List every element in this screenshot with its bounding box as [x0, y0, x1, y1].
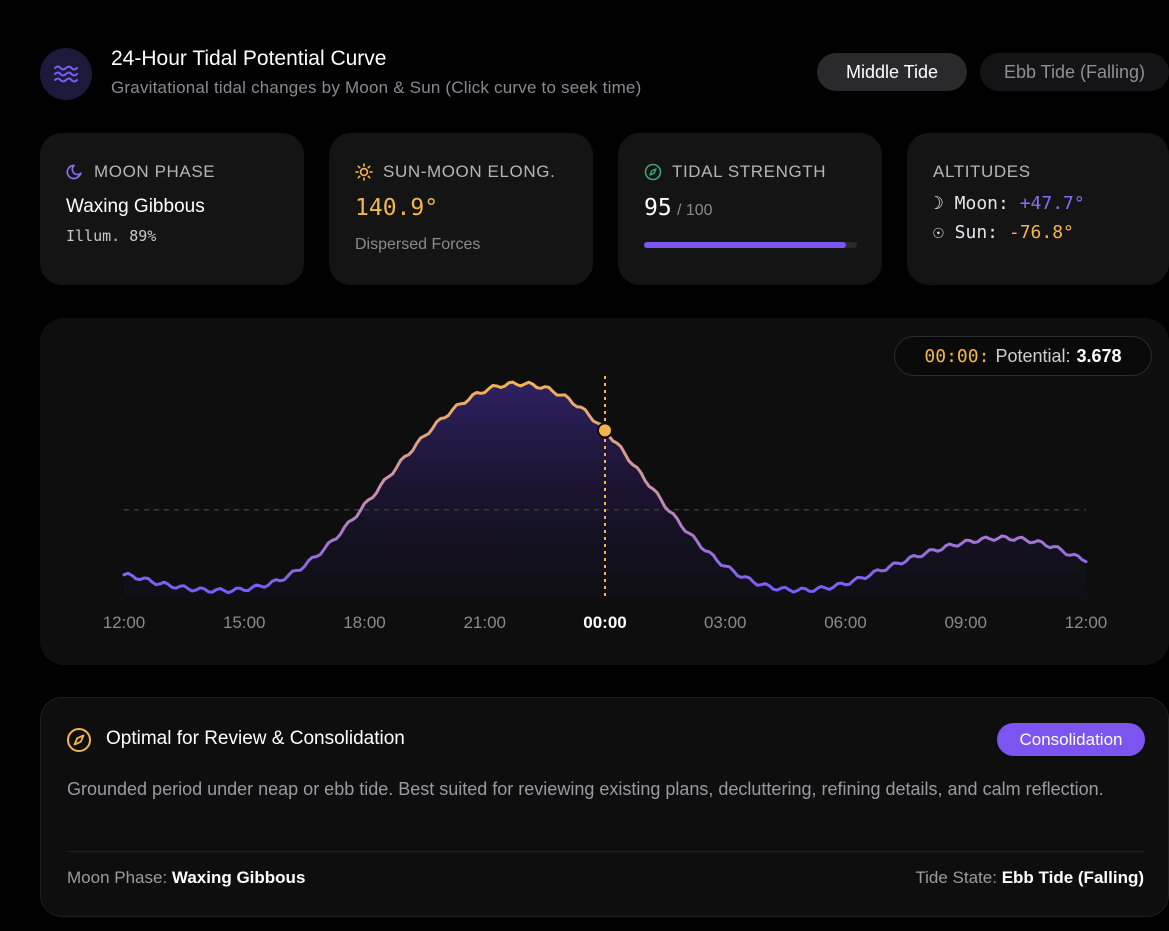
- moon-altitude-label: ☽ Moon:: [933, 193, 1009, 214]
- x-tick-label: 15:00: [223, 613, 266, 632]
- moon-icon: [66, 164, 82, 180]
- x-tick-label: 03:00: [704, 613, 747, 632]
- sun-icon: [355, 163, 373, 181]
- moon-phase-card: MOON PHASE Waxing Gibbous Illum. 89%: [40, 133, 304, 285]
- elongation-sub: Dispersed Forces: [355, 236, 481, 253]
- sun-altitude-label: ☉ Sun:: [933, 222, 999, 243]
- x-tick-label: 18:00: [343, 613, 386, 632]
- readout-time: 00:00:: [924, 345, 990, 367]
- tide-state-label: Tide State:: [915, 868, 997, 887]
- potential-readout: 00:00: Potential: 3.678: [894, 336, 1152, 376]
- tab-middle-tide[interactable]: Middle Tide: [817, 53, 967, 91]
- elongation-card: SUN-MOON ELONG. 140.9° Dispersed Forces: [329, 133, 593, 285]
- x-tick-label: 00:00: [583, 613, 626, 632]
- x-tick-label: 09:00: [944, 613, 987, 632]
- readout-label: Potential:: [995, 345, 1071, 366]
- recommendation-title: Optimal for Review & Consolidation: [106, 728, 405, 749]
- compass-icon: [644, 163, 662, 181]
- logo: [40, 48, 92, 100]
- moon-phase-footer-value: Waxing Gibbous: [171, 868, 306, 887]
- x-tick-label: 06:00: [824, 613, 867, 632]
- altitudes-card: ALTITUDES ☽ Moon: +47.7° ☉ Sun: -76.8°: [907, 133, 1169, 285]
- recommendation-description: Grounded period under neap or ebb tide. …: [67, 779, 1104, 799]
- tidal-strength-label: TIDAL STRENGTH: [672, 162, 827, 181]
- recommendation-card: Optimal for Review & Consolidation Conso…: [40, 697, 1169, 917]
- x-tick-label: 21:00: [463, 613, 506, 632]
- x-tick-label: 12:00: [103, 613, 146, 632]
- page-subtitle: Gravitational tidal changes by Moon & Su…: [111, 78, 642, 97]
- tidal-strength-fill: [644, 242, 847, 248]
- moon-phase-footer-label: Moon Phase:: [67, 868, 168, 887]
- illumination-value: Illum. 89%: [66, 227, 157, 245]
- tidal-strength-max: / 100: [676, 202, 713, 219]
- tide-state-value: Ebb Tide (Falling): [1001, 868, 1144, 887]
- tab-ebb-tide[interactable]: Ebb Tide (Falling): [980, 53, 1169, 91]
- divider: [67, 851, 1145, 852]
- header: 24-Hour Tidal Potential Curve Gravitatio…: [40, 44, 1169, 104]
- page-title: 24-Hour Tidal Potential Curve: [111, 47, 387, 70]
- waves-icon: [54, 65, 78, 83]
- tidal-potential-chart[interactable]: 12:00 15:00 18:00 21:00 00:00 03:00 06:00 09:00…: [40, 318, 1169, 665]
- selected-point[interactable]: [597, 422, 613, 439]
- elongation-label: SUN-MOON ELONG.: [383, 162, 556, 181]
- consolidation-badge: Consolidation: [997, 723, 1145, 756]
- tidal-strength-track: [644, 242, 857, 248]
- tidal-chart-card: 00:00: Potential: 3.678 12:00 15:00 18:00 2…: [40, 318, 1169, 665]
- altitudes-label: ALTITUDES: [933, 162, 1031, 181]
- readout-value: 3.678: [1076, 345, 1122, 366]
- moon-altitude-value: +47.7°: [1019, 193, 1085, 214]
- x-tick-label: 12:00: [1065, 613, 1108, 632]
- tidal-strength-card: TIDAL STRENGTH 95 / 100: [618, 133, 882, 285]
- sun-altitude-value: -76.8°: [1008, 222, 1074, 243]
- moon-phase-label: MOON PHASE: [94, 162, 216, 181]
- compass-icon: [67, 728, 91, 752]
- moon-phase-value: Waxing Gibbous: [66, 196, 205, 217]
- tidal-strength-value: 95: [644, 195, 672, 221]
- elongation-value: 140.9°: [355, 195, 439, 221]
